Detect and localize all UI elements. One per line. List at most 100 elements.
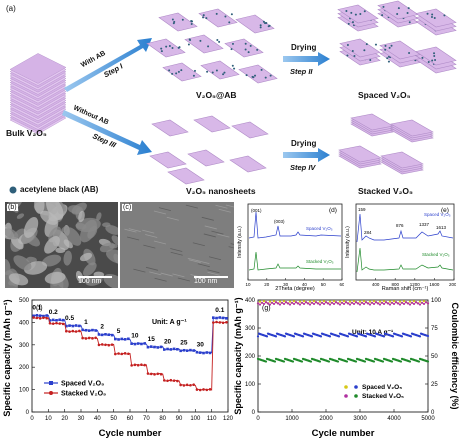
nanosheet (231, 121, 269, 139)
g-ce-point (412, 300, 416, 303)
sem-c-fold (158, 207, 171, 212)
legend-g-ce2 (344, 394, 348, 398)
panel-a-tag: (a) (6, 4, 16, 13)
f-point-spaced (189, 348, 192, 352)
g-ce-point (312, 302, 316, 306)
chart-f-series (32, 313, 229, 392)
ab-dot (259, 24, 262, 27)
sem-c-fold (185, 204, 198, 209)
chart-e-ylabel: Intensity (a.u.) (345, 226, 351, 258)
f-point-stacked (110, 343, 114, 346)
spaced-dot (388, 46, 391, 49)
ab-dot (228, 21, 231, 24)
g-capacity-point (382, 335, 386, 338)
spaced-dot (406, 12, 409, 15)
f-xtick-label: 40 (94, 416, 101, 422)
g-ce-point (328, 303, 332, 306)
chart-d-tag: (d) (329, 207, 337, 214)
f-point-spaced (81, 328, 84, 332)
g-ce-point (362, 300, 366, 303)
ab-dot (244, 48, 247, 51)
g-capacity-point (273, 360, 277, 363)
f-point-stacked (32, 316, 35, 319)
f-point-spaced (55, 318, 58, 322)
sem-image-b: (b) 100 nm (5, 202, 118, 288)
f-point-stacked (166, 379, 169, 383)
g-ce-point (306, 302, 310, 305)
g-ce-point (422, 300, 426, 303)
g-ce-point (318, 300, 322, 303)
spaced-dot (443, 14, 446, 17)
spaced-dot (433, 52, 436, 55)
sem-b-flake (11, 236, 24, 250)
sem-b-flake (13, 255, 32, 271)
f-point-stacked (123, 352, 127, 355)
ab-dot (175, 72, 178, 75)
g-ce-point (338, 300, 342, 303)
g-ce-point (286, 302, 290, 305)
f-xtick-label: 70 (143, 416, 150, 422)
g-ce-point (402, 300, 406, 303)
chart-d-frame (247, 203, 343, 281)
f-xtick-label: 30 (78, 416, 85, 422)
spaced-dot (345, 10, 348, 13)
sem-b-flake (5, 228, 19, 240)
chart-e-ann-876: 876 (396, 223, 404, 228)
g-ce-point (354, 301, 358, 304)
g-ce-point (268, 300, 272, 303)
f-point-spaced (215, 316, 218, 320)
f-point-stacked (208, 388, 212, 391)
ab-dot (215, 12, 218, 15)
g-capacity-point (364, 335, 368, 338)
spaced-dot (359, 13, 362, 16)
spaced-label: Spaced V₂O₅ (358, 90, 411, 100)
sem-c-fold (204, 225, 217, 230)
f-xtick-label: 20 (61, 416, 68, 422)
ab-dot (168, 44, 171, 47)
spaced-dot (347, 22, 350, 25)
g-ce-point (298, 300, 302, 303)
g-ce-point (412, 302, 416, 306)
sem-c-fold (149, 271, 162, 276)
v2o5-ab-label: V₂O₅@AB (196, 90, 237, 100)
sem-b-flake (44, 271, 66, 284)
f-point-spaced (114, 337, 117, 341)
f-point-stacked (130, 364, 133, 367)
spaced-sheet (339, 38, 381, 58)
g-ce-point (272, 300, 276, 303)
chart-e-ann-159: 159 (358, 207, 366, 212)
f-point-spaced (149, 345, 153, 348)
sem-c-fold (215, 204, 228, 209)
f-point-stacked (185, 383, 189, 387)
f-point-stacked (153, 373, 156, 376)
sem-c-fold (208, 256, 222, 261)
nanosheets (149, 115, 269, 185)
ab-dot (223, 71, 226, 74)
sem-b-flake (102, 222, 111, 228)
f-point-spaced (159, 345, 163, 349)
g-ce-point (402, 302, 406, 306)
sem-b-flake (44, 236, 60, 254)
f-point-stacked (215, 320, 218, 324)
sem-b-flake (78, 210, 85, 223)
nanosheet (149, 151, 187, 169)
f-xtick-label: 50 (110, 416, 117, 422)
legend-g-cap1 (354, 385, 358, 389)
f-point-spaced (208, 351, 212, 355)
chart-g-y2label: Coulombic efficiency (%) (450, 302, 459, 409)
ab-dot (206, 70, 209, 73)
f-point-spaced (143, 342, 146, 345)
ab-dot (249, 44, 252, 47)
f-ytick-label: 300 (19, 343, 30, 349)
g-ce-point (328, 300, 332, 303)
sem-b-flake (80, 219, 97, 243)
sem-c-fold (217, 233, 230, 238)
xtick-label: 30 (283, 282, 289, 287)
legend-f-stacked: Stacked V₂O₅ (61, 391, 106, 398)
g-capacity-point (264, 360, 268, 363)
f-point-spaced (136, 342, 140, 345)
sem-c-fold (170, 248, 183, 252)
f-point-stacked (94, 336, 97, 340)
g-capacity-point (408, 360, 412, 363)
ab-dot (205, 17, 208, 20)
